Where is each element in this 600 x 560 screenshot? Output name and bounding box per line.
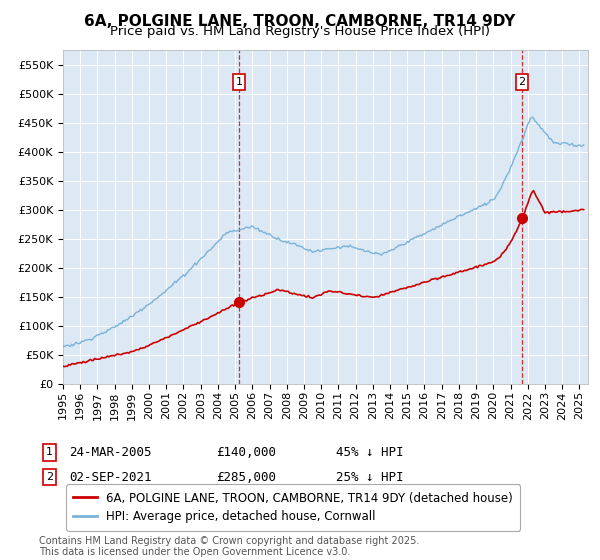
Legend: 6A, POLGINE LANE, TROON, CAMBORNE, TR14 9DY (detached house), HPI: Average price: 6A, POLGINE LANE, TROON, CAMBORNE, TR14 …: [66, 484, 520, 530]
Text: 1: 1: [236, 77, 242, 87]
Text: Price paid vs. HM Land Registry's House Price Index (HPI): Price paid vs. HM Land Registry's House …: [110, 25, 490, 38]
Text: 25% ↓ HPI: 25% ↓ HPI: [336, 470, 404, 484]
Text: 45% ↓ HPI: 45% ↓ HPI: [336, 446, 404, 459]
Text: 1: 1: [46, 447, 53, 458]
Text: 6A, POLGINE LANE, TROON, CAMBORNE, TR14 9DY: 6A, POLGINE LANE, TROON, CAMBORNE, TR14 …: [85, 14, 515, 29]
Text: £140,000: £140,000: [216, 446, 276, 459]
Text: 02-SEP-2021: 02-SEP-2021: [69, 470, 151, 484]
Text: £285,000: £285,000: [216, 470, 276, 484]
Text: 2: 2: [518, 77, 526, 87]
Text: Contains HM Land Registry data © Crown copyright and database right 2025.
This d: Contains HM Land Registry data © Crown c…: [39, 535, 419, 557]
Text: 2: 2: [46, 472, 53, 482]
Text: 24-MAR-2005: 24-MAR-2005: [69, 446, 151, 459]
